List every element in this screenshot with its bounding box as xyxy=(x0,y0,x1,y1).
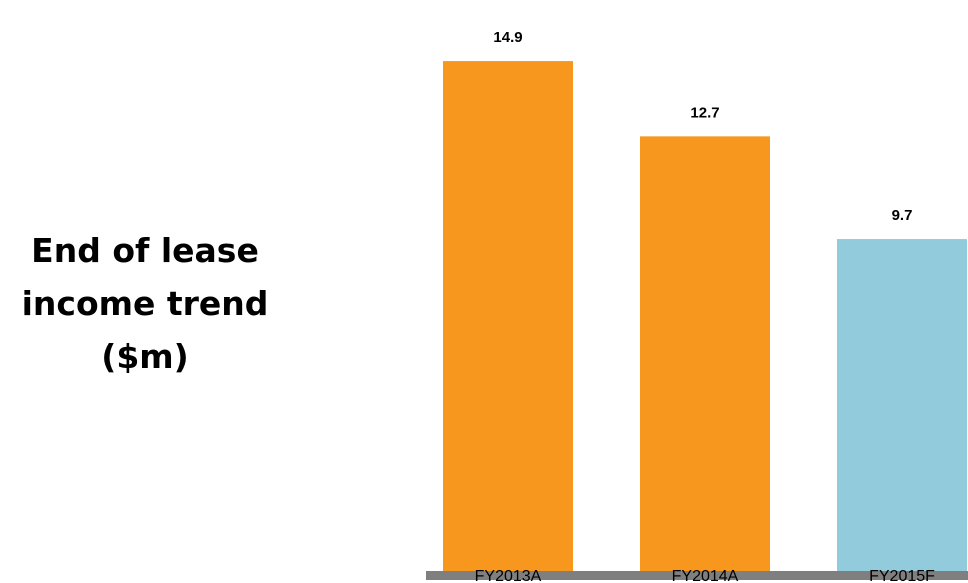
bar-fy2013a xyxy=(443,61,573,571)
value-label-fy2015f: 9.7 xyxy=(892,207,913,224)
value-label-fy2014a: 12.7 xyxy=(690,104,719,121)
chart-title: End of lease income trend ($m) xyxy=(0,224,290,383)
chart-title-line-1: End of lease xyxy=(31,231,259,270)
bars-layer xyxy=(443,61,967,572)
bar-fy2014a xyxy=(640,136,770,572)
chart-title-line-2: income trend xyxy=(21,284,269,323)
category-labels-layer: FY2013A FY2014A FY2015F xyxy=(475,568,935,583)
chart-title-line-3: ($m) xyxy=(101,337,189,376)
value-labels-layer: 14.9 12.7 9.7 xyxy=(493,29,912,224)
value-label-fy2013a: 14.9 xyxy=(493,29,522,46)
chart-baseline xyxy=(426,571,968,580)
category-label-fy2014a: FY2014A xyxy=(672,568,739,583)
bar-fy2015f xyxy=(837,239,967,571)
category-label-fy2013a: FY2013A xyxy=(475,568,542,583)
category-label-fy2015f: FY2015F xyxy=(869,568,935,583)
